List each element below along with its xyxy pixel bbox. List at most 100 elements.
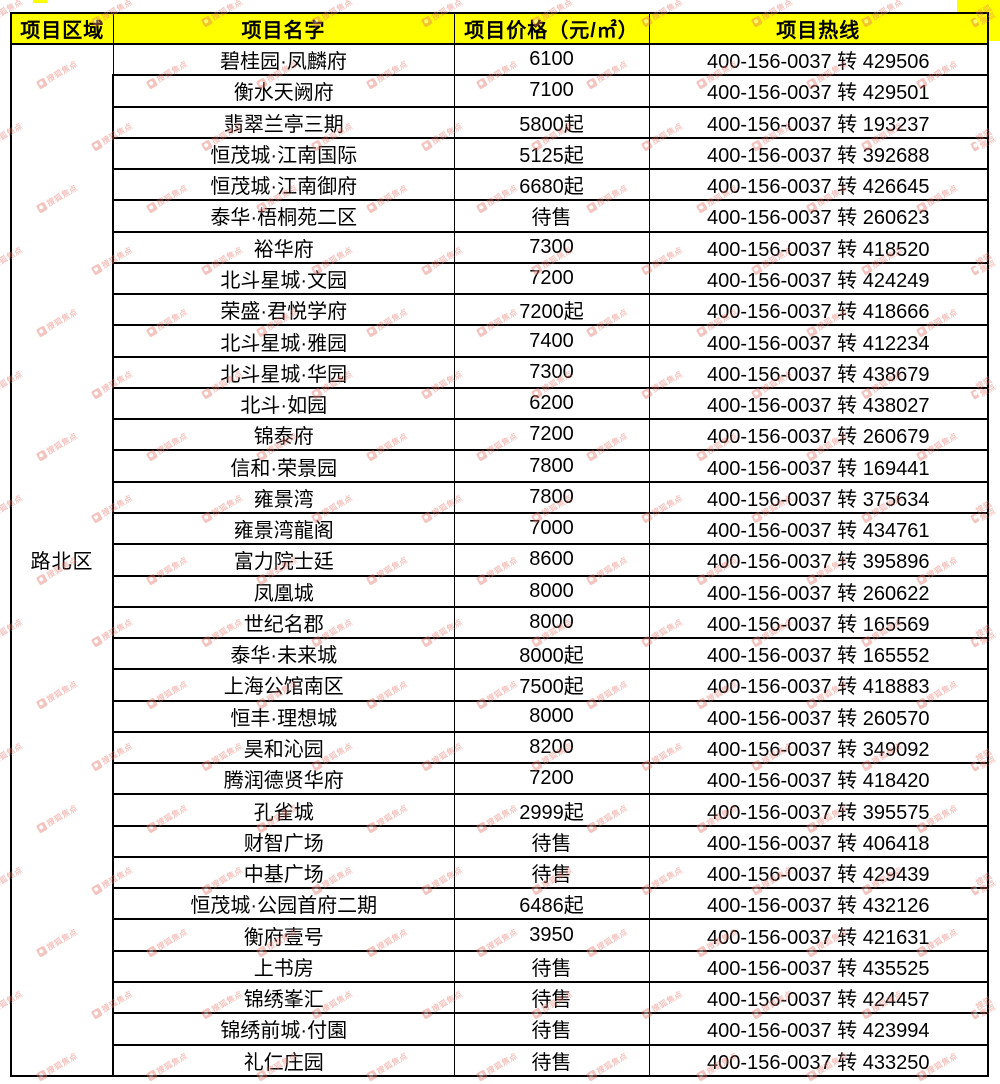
project-hotline-cell: 400-156-0037 转 423994 xyxy=(648,1012,989,1046)
table-row: 昊和沁园 8200 400-156-0037 转 349092 xyxy=(11,730,989,765)
project-hotline-cell: 400-156-0037 转 418666 xyxy=(648,293,989,327)
table-row: 恒丰·理想城 8000 400-156-0037 转 260570 xyxy=(11,699,989,733)
project-hotline-cell: 400-156-0037 转 260570 xyxy=(648,699,989,733)
project-price-cell: 8000 xyxy=(453,605,650,640)
project-name-cell: 雍景湾 xyxy=(112,480,455,514)
table-header: 项目区域 项目名字 项目价格（元/㎡） 项目热线 xyxy=(10,12,989,45)
project-hotline-cell: 400-156-0037 转 349092 xyxy=(648,730,989,765)
project-price-cell: 6100 xyxy=(453,42,650,77)
project-price-cell: 6680起 xyxy=(453,168,650,202)
project-price-cell: 7300 xyxy=(453,230,650,264)
project-price-cell: 5125起 xyxy=(453,136,650,171)
table-row: 财智广场 待售 400-156-0037 转 406418 xyxy=(11,824,989,858)
project-name-cell: 锦绣峯汇 xyxy=(112,980,455,1015)
project-name-cell: 裕华府 xyxy=(112,230,455,264)
project-hotline-cell: 400-156-0037 转 434761 xyxy=(648,511,989,546)
project-name-cell: 财智广场 xyxy=(112,824,455,858)
project-name-cell: 恒丰·理想城 xyxy=(112,699,455,733)
project-price-cell: 8000起 xyxy=(453,637,650,671)
table-row: 腾润德贤华府 7200 400-156-0037 转 418420 xyxy=(11,762,989,796)
project-name-cell: 昊和沁园 xyxy=(112,730,455,765)
project-name-cell: 锦泰府 xyxy=(112,418,455,452)
project-price-cell: 7000 xyxy=(453,511,650,546)
project-price-cell: 待售 xyxy=(453,824,650,858)
project-price-cell: 6486起 xyxy=(453,887,650,921)
project-price-cell: 7800 xyxy=(453,449,650,483)
project-hotline-cell: 400-156-0037 转 433250 xyxy=(648,1043,989,1077)
project-listing-table: 项目区域 项目名字 项目价格（元/㎡） 项目热线 路北区 碧桂园·凤麟府 6100 4… xyxy=(10,12,989,1077)
project-price-cell: 7300 xyxy=(453,355,650,389)
project-price-cell: 7200 xyxy=(453,261,650,296)
table-row: 路北区 碧桂园·凤麟府 6100 400-156-0037 转 429506 xyxy=(10,42,989,1077)
project-name-cell: 上书房 xyxy=(112,949,455,983)
project-price-cell: 8600 xyxy=(453,543,650,577)
header-hotline: 项目热线 xyxy=(648,12,989,45)
project-name-cell: 北斗星城·雅园 xyxy=(112,324,455,358)
table-row: 泰华·梧桐苑二区 待售 400-156-0037 转 260623 xyxy=(11,199,989,233)
project-name-cell: 富力院士廷 xyxy=(112,543,455,577)
project-hotline-cell: 400-156-0037 转 435525 xyxy=(648,949,989,983)
project-hotline-cell: 400-156-0037 转 375634 xyxy=(648,480,989,514)
project-name-cell: 碧桂园·凤麟府 xyxy=(112,42,455,77)
project-price-cell: 待售 xyxy=(453,855,650,890)
project-name-cell: 泰华·梧桐苑二区 xyxy=(112,199,455,233)
table-row: 恒茂城·江南御府 6680起 400-156-0037 转 426645 xyxy=(11,168,989,202)
project-price-cell: 7200 xyxy=(453,762,650,796)
project-name-cell: 衡府壹号 xyxy=(112,918,455,952)
project-price-cell: 6200 xyxy=(453,386,650,421)
project-name-cell: 北斗·如园 xyxy=(112,386,455,421)
project-price-cell: 7200起 xyxy=(453,293,650,327)
project-name-cell: 孔雀城 xyxy=(112,793,455,827)
project-price-cell: 7200 xyxy=(453,418,650,452)
project-price-cell: 8000 xyxy=(453,574,650,608)
project-hotline-cell: 400-156-0037 转 260679 xyxy=(648,418,989,452)
cropped-cell-remnant xyxy=(988,12,1000,41)
project-hotline-cell: 400-156-0037 转 438679 xyxy=(648,355,989,389)
project-name-cell: 北斗星城·文园 xyxy=(112,261,455,296)
table-row: 恒茂城·江南国际 5125起 400-156-0037 转 392688 xyxy=(11,136,989,171)
region-cell: 路北区 xyxy=(10,43,114,1077)
header-name: 项目名字 xyxy=(112,12,455,45)
table-row: 孔雀城 2999起 400-156-0037 转 395575 xyxy=(11,793,989,827)
project-price-cell: 待售 xyxy=(453,1012,650,1046)
project-price-cell: 3950 xyxy=(453,918,650,952)
table-row: 裕华府 7300 400-156-0037 转 418520 xyxy=(11,230,989,264)
table-row: 衡府壹号 3950 400-156-0037 转 421631 xyxy=(11,918,989,952)
project-price-cell: 8200 xyxy=(453,730,650,765)
table-row: 翡翠兰亭三期 5800起 400-156-0037 转 193237 xyxy=(11,105,989,139)
project-name-cell: 泰华·未来城 xyxy=(112,637,455,671)
project-name-cell: 中基广场 xyxy=(112,855,455,890)
project-name-cell: 锦绣前城·付園 xyxy=(112,1012,455,1046)
project-hotline-cell: 400-156-0037 转 418420 xyxy=(648,762,989,796)
project-price-cell: 5800起 xyxy=(453,105,650,139)
project-hotline-cell: 400-156-0037 转 395896 xyxy=(648,543,989,577)
project-hotline-cell: 400-156-0037 转 165552 xyxy=(648,637,989,671)
project-price-cell: 待售 xyxy=(453,949,650,983)
project-hotline-cell: 400-156-0037 转 418520 xyxy=(648,230,989,264)
project-name-cell: 礼仁庄园 xyxy=(112,1043,455,1077)
project-hotline-cell: 400-156-0037 转 424457 xyxy=(648,980,989,1015)
table-row: 恒茂城·公园首府二期 6486起 400-156-0037 转 432126 xyxy=(11,887,989,921)
project-hotline-cell: 400-156-0037 转 418883 xyxy=(648,668,989,702)
table-row: 锦泰府 7200 400-156-0037 转 260679 xyxy=(11,418,989,452)
table-row: 北斗星城·华园 7300 400-156-0037 转 438679 xyxy=(11,355,989,389)
cropped-cell-remnant xyxy=(957,0,1000,12)
project-hotline-cell: 400-156-0037 转 392688 xyxy=(648,136,989,171)
project-hotline-cell: 400-156-0037 转 429501 xyxy=(648,74,989,108)
table-row: 上海公馆南区 7500起 400-156-0037 转 418883 xyxy=(11,668,989,702)
project-hotline-cell: 400-156-0037 转 260622 xyxy=(648,574,989,608)
table-row: 泰华·未来城 8000起 400-156-0037 转 165552 xyxy=(11,637,989,671)
project-price-cell: 7500起 xyxy=(453,668,650,702)
cropped-cell-remnant xyxy=(33,0,47,3)
table-row: 中基广场 待售 400-156-0037 转 429439 xyxy=(11,855,989,890)
project-hotline-cell: 400-156-0037 转 165569 xyxy=(648,605,989,640)
project-hotline-cell: 400-156-0037 转 412234 xyxy=(648,324,989,358)
table-row: 衡水天阙府 7100 400-156-0037 转 429501 xyxy=(11,74,989,108)
project-name-cell: 衡水天阙府 xyxy=(112,74,455,108)
project-price-cell: 7800 xyxy=(453,480,650,514)
project-name-cell: 雍景湾龍阁 xyxy=(112,511,455,546)
project-price-cell: 待售 xyxy=(453,199,650,233)
project-name-cell: 恒茂城·江南国际 xyxy=(112,136,455,171)
project-name-cell: 翡翠兰亭三期 xyxy=(112,105,455,139)
